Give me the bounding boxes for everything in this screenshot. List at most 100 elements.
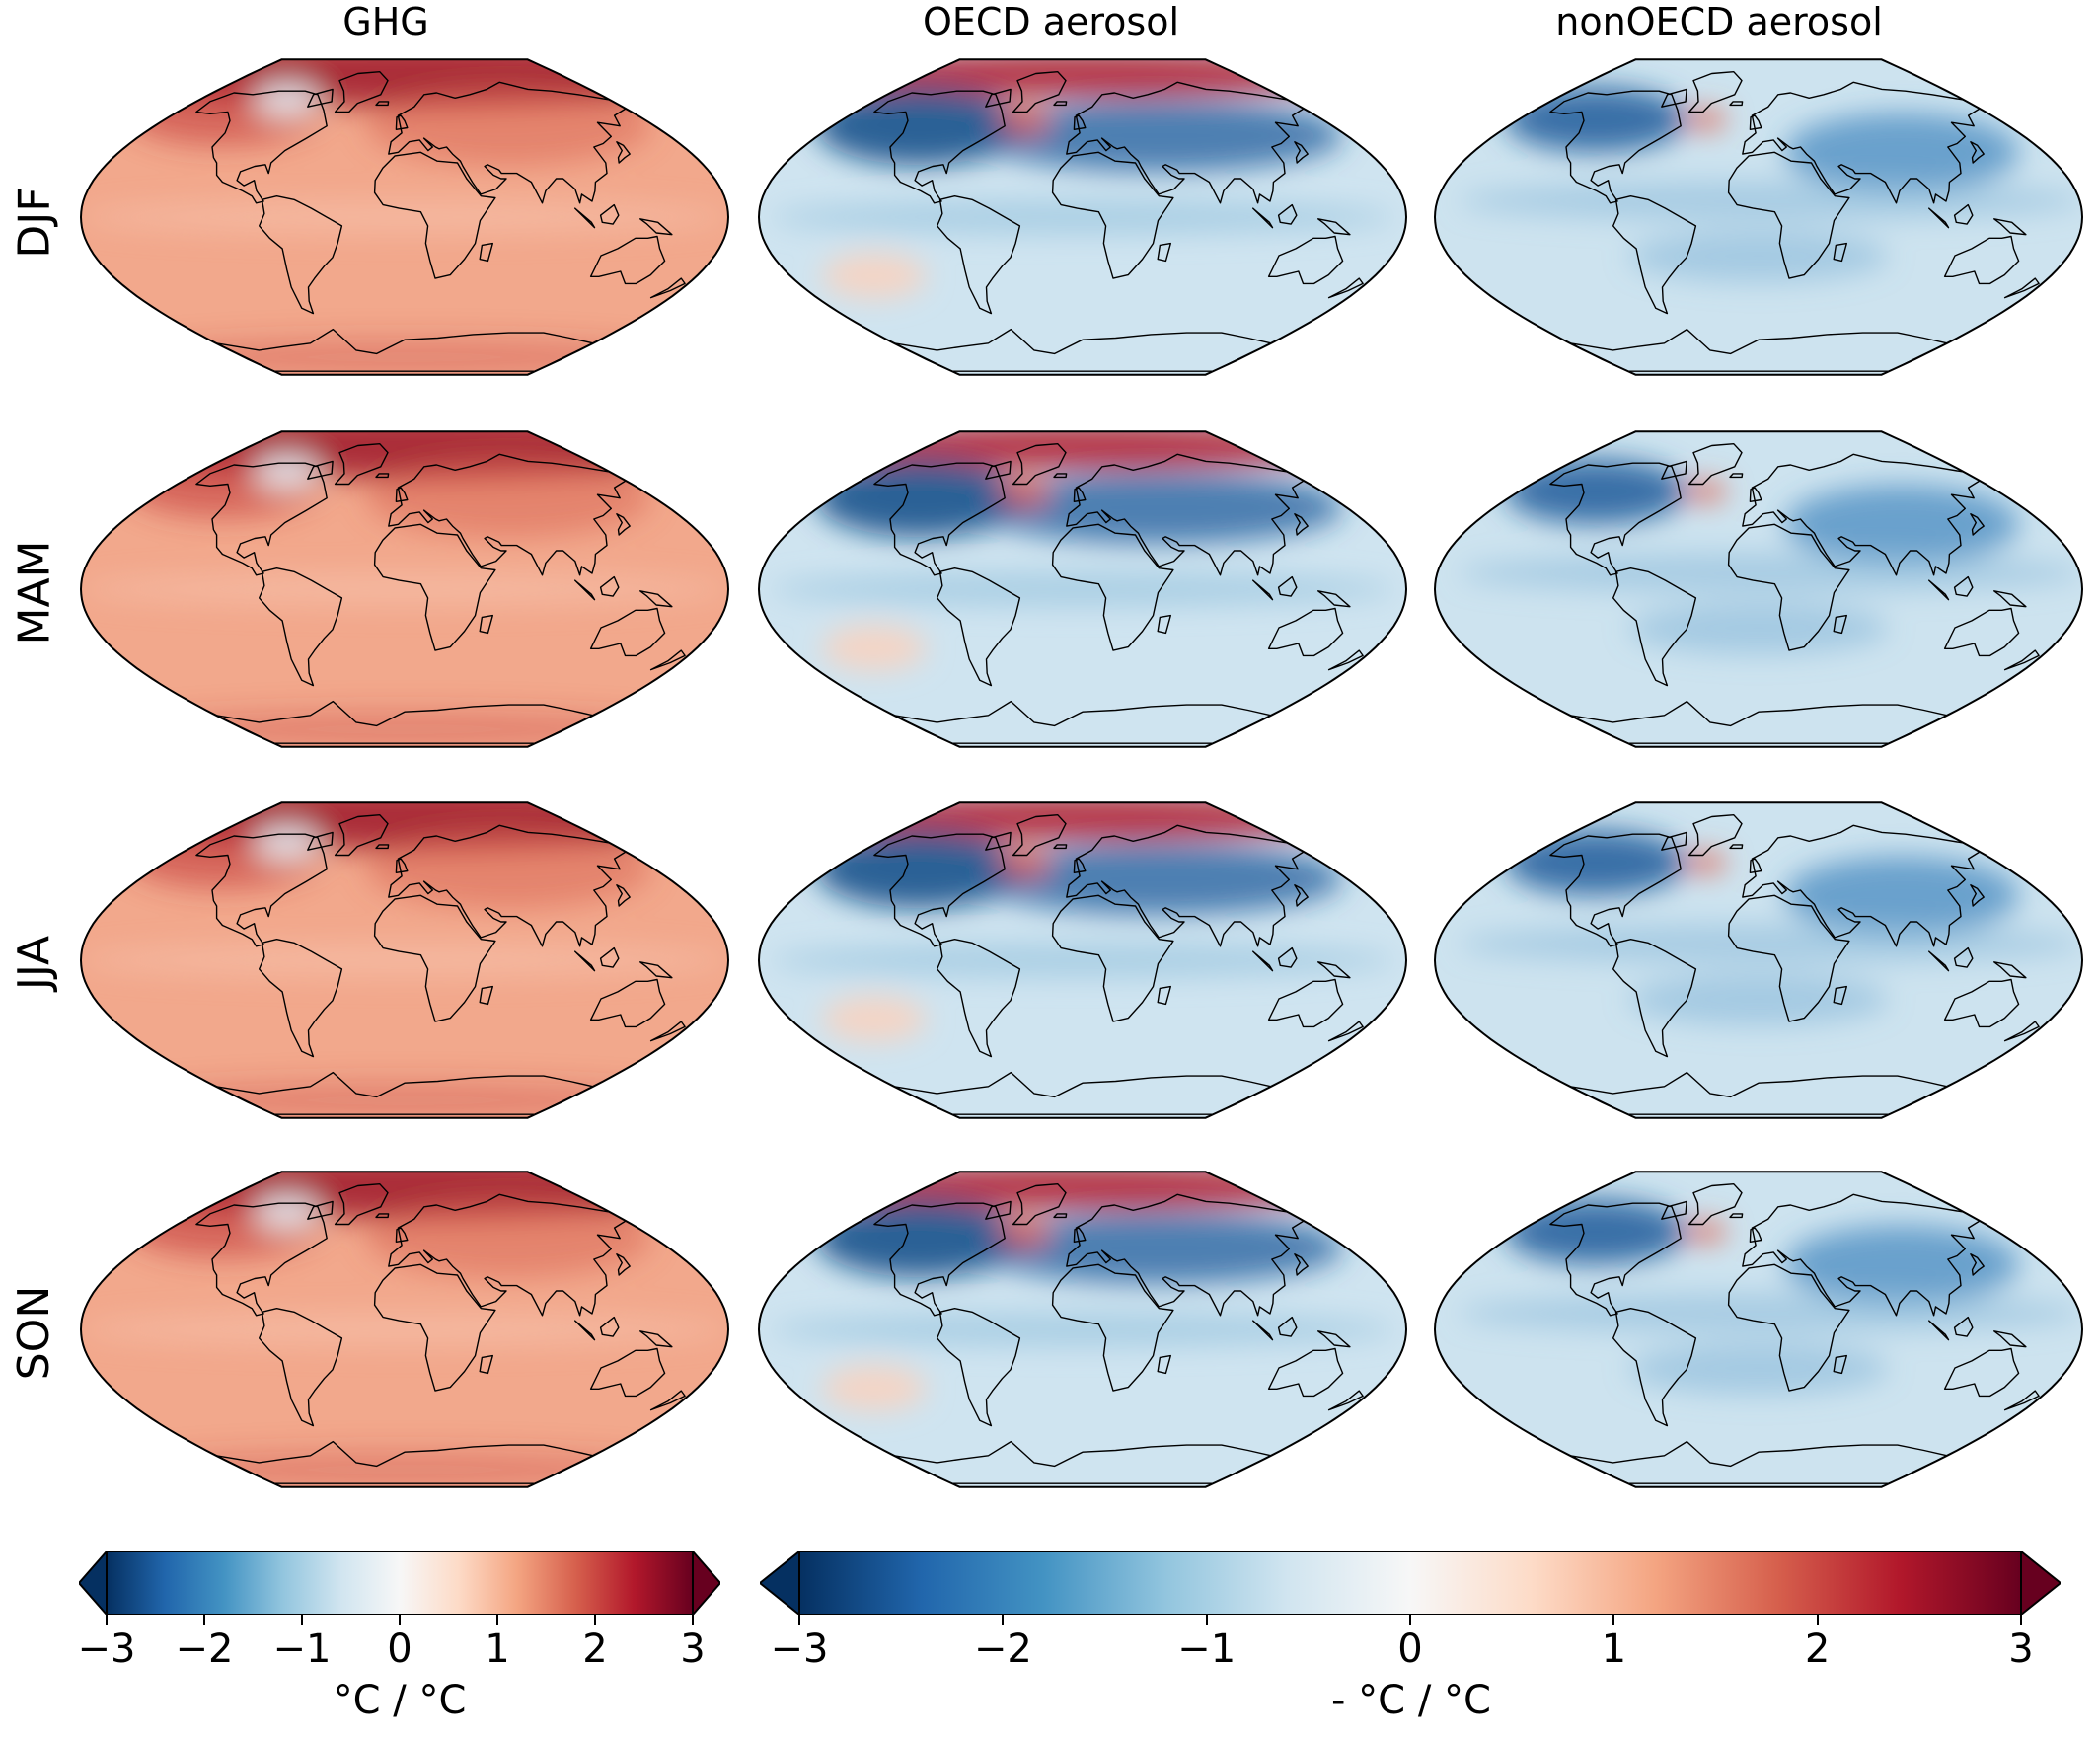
coastline-eurasia [1742, 81, 1981, 204]
coastline-eurasia [1742, 824, 1981, 947]
colorbar-aerosol-tick-mark [798, 1615, 800, 1625]
coastline-indonesia1 [1252, 950, 1274, 972]
coastline-baffin [1661, 88, 1688, 108]
coastline-australia [1267, 607, 1344, 657]
coastline-southAmerica [1612, 195, 1697, 315]
coastline-africa [1727, 523, 1850, 651]
coastline-borneo [1953, 946, 1974, 968]
coastline-nz [2003, 277, 2040, 299]
coastline-uk [1749, 1227, 1762, 1243]
coastline-iceland [375, 844, 390, 850]
coastline-iceland [1729, 101, 1744, 107]
colorbar-aerosol [760, 1551, 2061, 1615]
coastline-greenland [1688, 443, 1743, 486]
coastline-southAmerica [1612, 1308, 1697, 1427]
coastline-baffin [1661, 1200, 1688, 1220]
coastline-africa [1051, 894, 1174, 1022]
coastline-madagascar [479, 242, 493, 263]
coastline-baffin [307, 88, 334, 108]
coastline-madagascar [479, 985, 493, 1006]
coastline-madagascar [1833, 614, 1847, 635]
coastline-uk [1749, 114, 1762, 130]
coastline-southAmerica [937, 939, 1021, 1058]
map-panel-son-ghg [79, 1171, 730, 1488]
coastline-madagascar [1833, 985, 1847, 1006]
coastline-borneo [599, 946, 620, 968]
colorbar-aerosol-tick-mark [1816, 1615, 1819, 1625]
coastline-newguinea [1317, 1330, 1351, 1348]
coastline-madagascar [1157, 985, 1171, 1006]
coastline-southAmerica [937, 567, 1021, 687]
coastline-indonesia1 [1928, 579, 1950, 601]
coastline-indonesia1 [1252, 207, 1274, 229]
coastline-newguinea [1993, 961, 2027, 979]
coastline-greenland [1688, 814, 1743, 857]
colorbar-aerosol-tick-mark [1002, 1615, 1005, 1625]
coastline-eurasia [388, 1193, 627, 1317]
colorbar-aerosol-tick-label: −3 [770, 1626, 829, 1672]
coastline-japan [616, 513, 631, 536]
coastline-japan [616, 1253, 631, 1276]
coastline-southAmerica [259, 939, 343, 1058]
coastline-greenland [1688, 71, 1743, 113]
colorbar-aerosol-tick-label: 0 [1397, 1626, 1423, 1672]
coastline-indonesia1 [574, 950, 596, 972]
coastline-uk [395, 114, 409, 130]
coastline-eurasia [1066, 824, 1305, 947]
coastline-borneo [599, 1316, 620, 1337]
map-panel-son-oecd-aerosol [757, 1171, 1408, 1488]
colorbar-ghg-tick-mark [692, 1615, 694, 1625]
coastline-borneo [1277, 203, 1298, 225]
coastline-japan [1970, 513, 1985, 536]
coastline-iceland [1729, 1213, 1744, 1219]
coastline-africa [373, 1263, 496, 1392]
coastline-japan [616, 884, 631, 907]
coastline-baffin [985, 831, 1012, 851]
coastline-borneo [1953, 203, 1974, 225]
colorbar-ghg-tick-label: 0 [387, 1626, 412, 1672]
coastline-northAmerica [1549, 462, 1682, 576]
coastline-indonesia1 [1928, 1320, 1950, 1341]
colorbar-aerosol-tick-label: 1 [1601, 1626, 1627, 1672]
coastline-uk [1749, 487, 1762, 502]
coastline-australia [1943, 978, 2020, 1028]
coastline-baffin [307, 1200, 334, 1220]
coastline-nz [1327, 649, 1364, 671]
coastline-borneo [1953, 575, 1974, 597]
coastline-australia [1267, 1347, 1344, 1398]
coastline-newguinea [1993, 590, 2027, 608]
colorbar-ghg-tick-mark [203, 1615, 205, 1625]
coastline-nz [2003, 1021, 2040, 1042]
coastline-borneo [599, 203, 620, 225]
coastline-baffin [307, 460, 334, 480]
coastline-indonesia1 [1928, 950, 1950, 972]
coastline-newguinea [1317, 218, 1351, 236]
map-panel-djf-oecd-aerosol [757, 58, 1408, 376]
coastline-iceland [1053, 844, 1068, 850]
coastline-greenland [1012, 814, 1067, 857]
coastline-uk [395, 1227, 409, 1243]
coastline-southAmerica [259, 1308, 343, 1427]
colorbar-aerosol-tick-label: −2 [973, 1626, 1032, 1672]
coastline-northAmerica [873, 833, 1006, 947]
coastline-greenland [1688, 1183, 1743, 1226]
coastline-uk [1073, 487, 1087, 502]
coastline-borneo [1277, 1316, 1298, 1337]
coastline-uk [395, 858, 409, 873]
coastline-madagascar [479, 614, 493, 635]
coastline-southAmerica [1612, 567, 1697, 687]
map-panel-djf-nonoecd-aerosol [1433, 58, 2084, 376]
map-panel-mam-nonoecd-aerosol [1433, 430, 2084, 748]
coastline-madagascar [479, 1354, 493, 1375]
colorbar-ghg-tick-label: 3 [680, 1626, 706, 1672]
colorbar-ghg-unit: °C / °C [333, 1678, 467, 1723]
coastline-australia [1267, 235, 1344, 285]
coastline-northAmerica [873, 90, 1006, 204]
coastline-nz [1327, 1390, 1364, 1411]
colorbar-aerosol-tick-mark [1409, 1615, 1411, 1625]
colorbar-ghg-tick-mark [399, 1615, 401, 1625]
map-panel-mam-oecd-aerosol [757, 430, 1408, 748]
coastline-australia [1267, 978, 1344, 1028]
coastline-japan [1970, 141, 1985, 164]
coastline-africa [1727, 894, 1850, 1022]
